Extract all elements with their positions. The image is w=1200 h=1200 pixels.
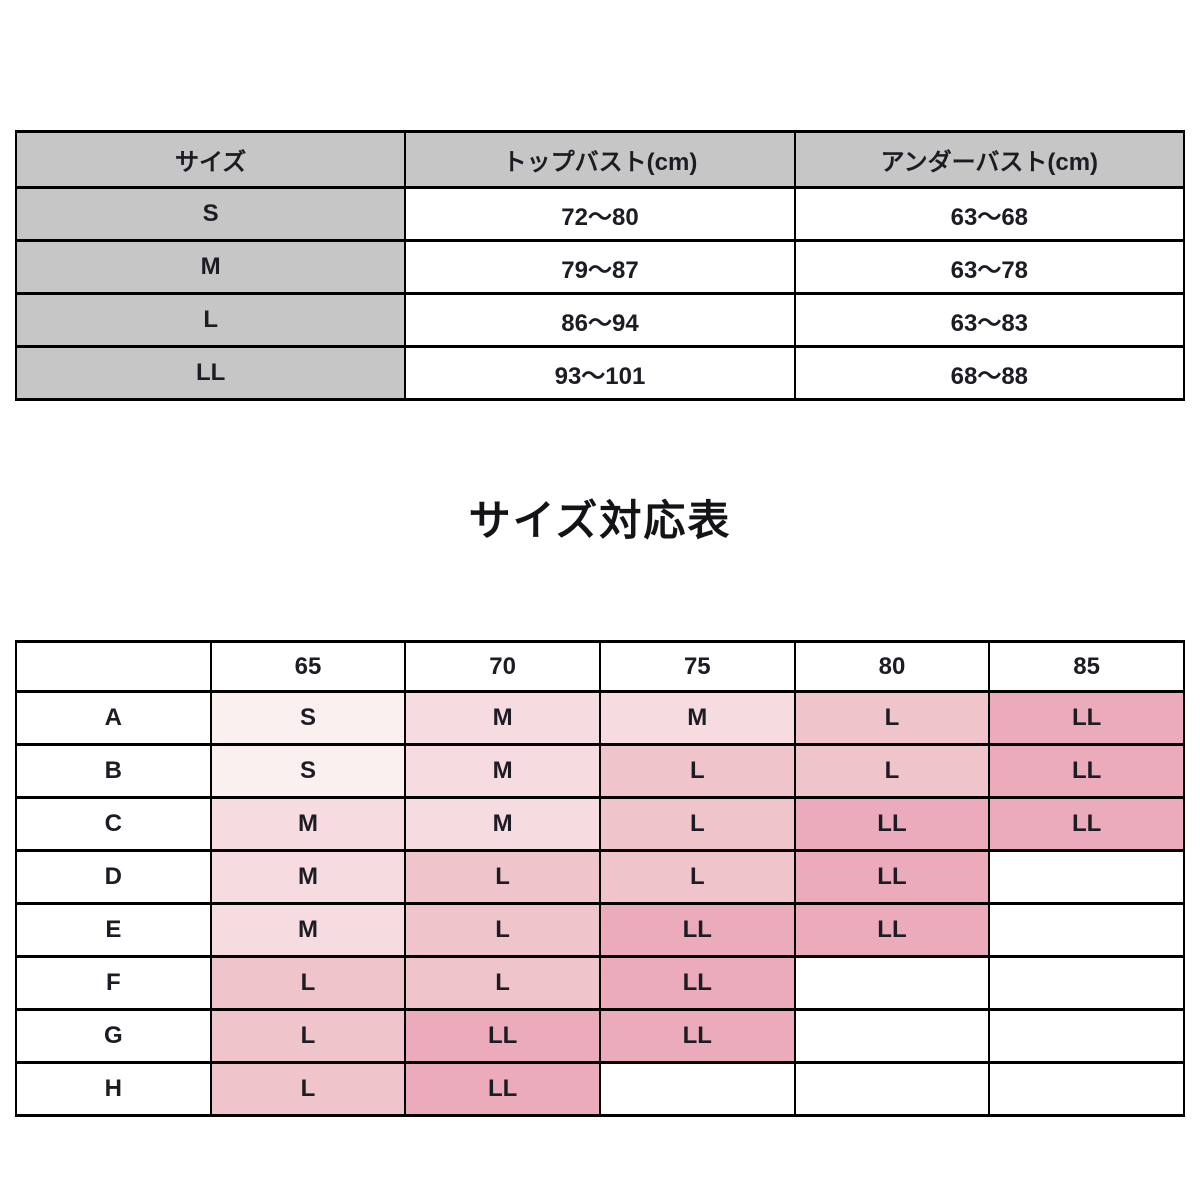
size-table-row: M 79〜87 63〜78 (14, 239, 1186, 295)
underbust-header-cell: 85 (988, 640, 1185, 693)
matrix-empty-cell (988, 1061, 1185, 1117)
matrix-size-cell: M (209, 849, 407, 905)
matrix-size-cell: L (793, 743, 991, 799)
matrix-empty-cell (988, 902, 1185, 958)
matrix-corner-cell (15, 640, 212, 693)
size-label-cell: LL (14, 345, 407, 401)
size-spec-table-head: サイズ トップバスト(cm) アンダーバスト(cm) (14, 130, 1186, 189)
top-bust-cell: 72〜80 (404, 186, 796, 242)
matrix-size-cell: L (209, 1061, 407, 1117)
matrix-size-cell: M (598, 690, 796, 746)
size-label-cell: L (14, 292, 407, 348)
matrix-size-cell: LL (793, 796, 991, 852)
matrix-empty-cell (988, 849, 1185, 905)
matrix-empty-cell (793, 955, 991, 1011)
matrix-size-cell: S (209, 743, 407, 799)
matrix-row: G L LL LL (15, 1008, 1185, 1064)
size-table-header-cell: サイズ (14, 130, 407, 189)
size-table-row: L 86〜94 63〜83 (14, 292, 1186, 348)
size-spec-table: サイズ トップバスト(cm) アンダーバスト(cm) S 72〜80 63〜68 M 79〜… (14, 130, 1186, 401)
cup-label-cell: E (15, 902, 212, 958)
top-bust-cell: 79〜87 (404, 239, 796, 295)
matrix-size-cell: L (209, 955, 407, 1011)
under-bust-cell: 63〜78 (793, 239, 1186, 295)
top-bust-cell: 93〜101 (404, 345, 796, 401)
matrix-size-cell: S (209, 690, 407, 746)
size-table-body: S 72〜80 63〜68 M 79〜87 63〜78 L 86〜94 63〜83 LL 93〜10… (14, 186, 1186, 401)
matrix-size-cell: M (209, 796, 407, 852)
matrix-row: B S M L L LL (15, 743, 1185, 799)
matrix-header-row: 65 70 75 80 85 (15, 640, 1185, 693)
matrix-row: F L L LL (15, 955, 1185, 1011)
size-label-cell: M (14, 239, 407, 295)
matrix-row: E M L LL LL (15, 902, 1185, 958)
size-table-header-row: サイズ トップバスト(cm) アンダーバスト(cm) (14, 130, 1186, 189)
matrix-section-title: サイズ対応表 (468, 497, 732, 544)
matrix-size-cell: L (598, 743, 796, 799)
matrix-size-cell: M (404, 743, 601, 799)
underbust-header-cell: 65 (209, 640, 407, 693)
matrix-size-cell: LL (988, 743, 1185, 799)
matrix-size-cell: M (404, 690, 601, 746)
matrix-size-cell: LL (404, 1061, 601, 1117)
matrix-empty-cell (793, 1061, 991, 1117)
matrix-size-cell: L (209, 1008, 407, 1064)
matrix-empty-cell (988, 1008, 1185, 1064)
matrix-table-head: 65 70 75 80 85 (15, 640, 1185, 693)
size-label-cell: S (14, 186, 407, 242)
cup-label-cell: C (15, 796, 212, 852)
size-table-header-cell: トップバスト(cm) (404, 130, 796, 189)
matrix-size-cell: LL (598, 1008, 796, 1064)
matrix-size-cell: LL (793, 902, 991, 958)
matrix-empty-cell (988, 955, 1185, 1011)
top-bust-cell: 86〜94 (404, 292, 796, 348)
matrix-row: C M M L LL LL (15, 796, 1185, 852)
matrix-size-cell: M (209, 902, 407, 958)
matrix-row: A S M M L LL (15, 690, 1185, 746)
matrix-size-cell: LL (793, 849, 991, 905)
matrix-size-cell: LL (988, 690, 1185, 746)
matrix-size-cell: L (404, 849, 601, 905)
matrix-size-cell: L (404, 955, 601, 1011)
matrix-row: D M L L LL (15, 849, 1185, 905)
matrix-empty-cell (793, 1008, 991, 1064)
size-correspondence-table: 65 70 75 80 85 A S M M L LL B S M L L LL C M M L LL LL D M L L LL E… (15, 640, 1185, 1117)
underbust-header-cell: 80 (793, 640, 991, 693)
matrix-size-cell: L (404, 902, 601, 958)
underbust-header-cell: 70 (404, 640, 601, 693)
cup-label-cell: G (15, 1008, 212, 1064)
matrix-size-cell: LL (988, 796, 1185, 852)
matrix-size-cell: L (598, 849, 796, 905)
under-bust-cell: 63〜83 (793, 292, 1186, 348)
cup-label-cell: F (15, 955, 212, 1011)
matrix-size-cell: LL (598, 955, 796, 1011)
matrix-size-cell: L (793, 690, 991, 746)
cup-label-cell: A (15, 690, 212, 746)
under-bust-cell: 63〜68 (793, 186, 1186, 242)
matrix-size-cell: LL (404, 1008, 601, 1064)
underbust-header-cell: 75 (598, 640, 796, 693)
matrix-row: H L LL (15, 1061, 1185, 1117)
matrix-empty-cell (598, 1061, 796, 1117)
under-bust-cell: 68〜88 (793, 345, 1186, 401)
cup-label-cell: H (15, 1061, 212, 1117)
matrix-size-cell: LL (598, 902, 796, 958)
matrix-size-cell: M (404, 796, 601, 852)
matrix-size-cell: L (598, 796, 796, 852)
size-table-header-cell: アンダーバスト(cm) (793, 130, 1186, 189)
size-table-row: S 72〜80 63〜68 (14, 186, 1186, 242)
cup-label-cell: B (15, 743, 212, 799)
matrix-body: A S M M L LL B S M L L LL C M M L LL LL D M L L LL E M L LL LL F L L LL… (15, 690, 1185, 1117)
size-table-row: LL 93〜101 68〜88 (14, 345, 1186, 401)
cup-label-cell: D (15, 849, 212, 905)
